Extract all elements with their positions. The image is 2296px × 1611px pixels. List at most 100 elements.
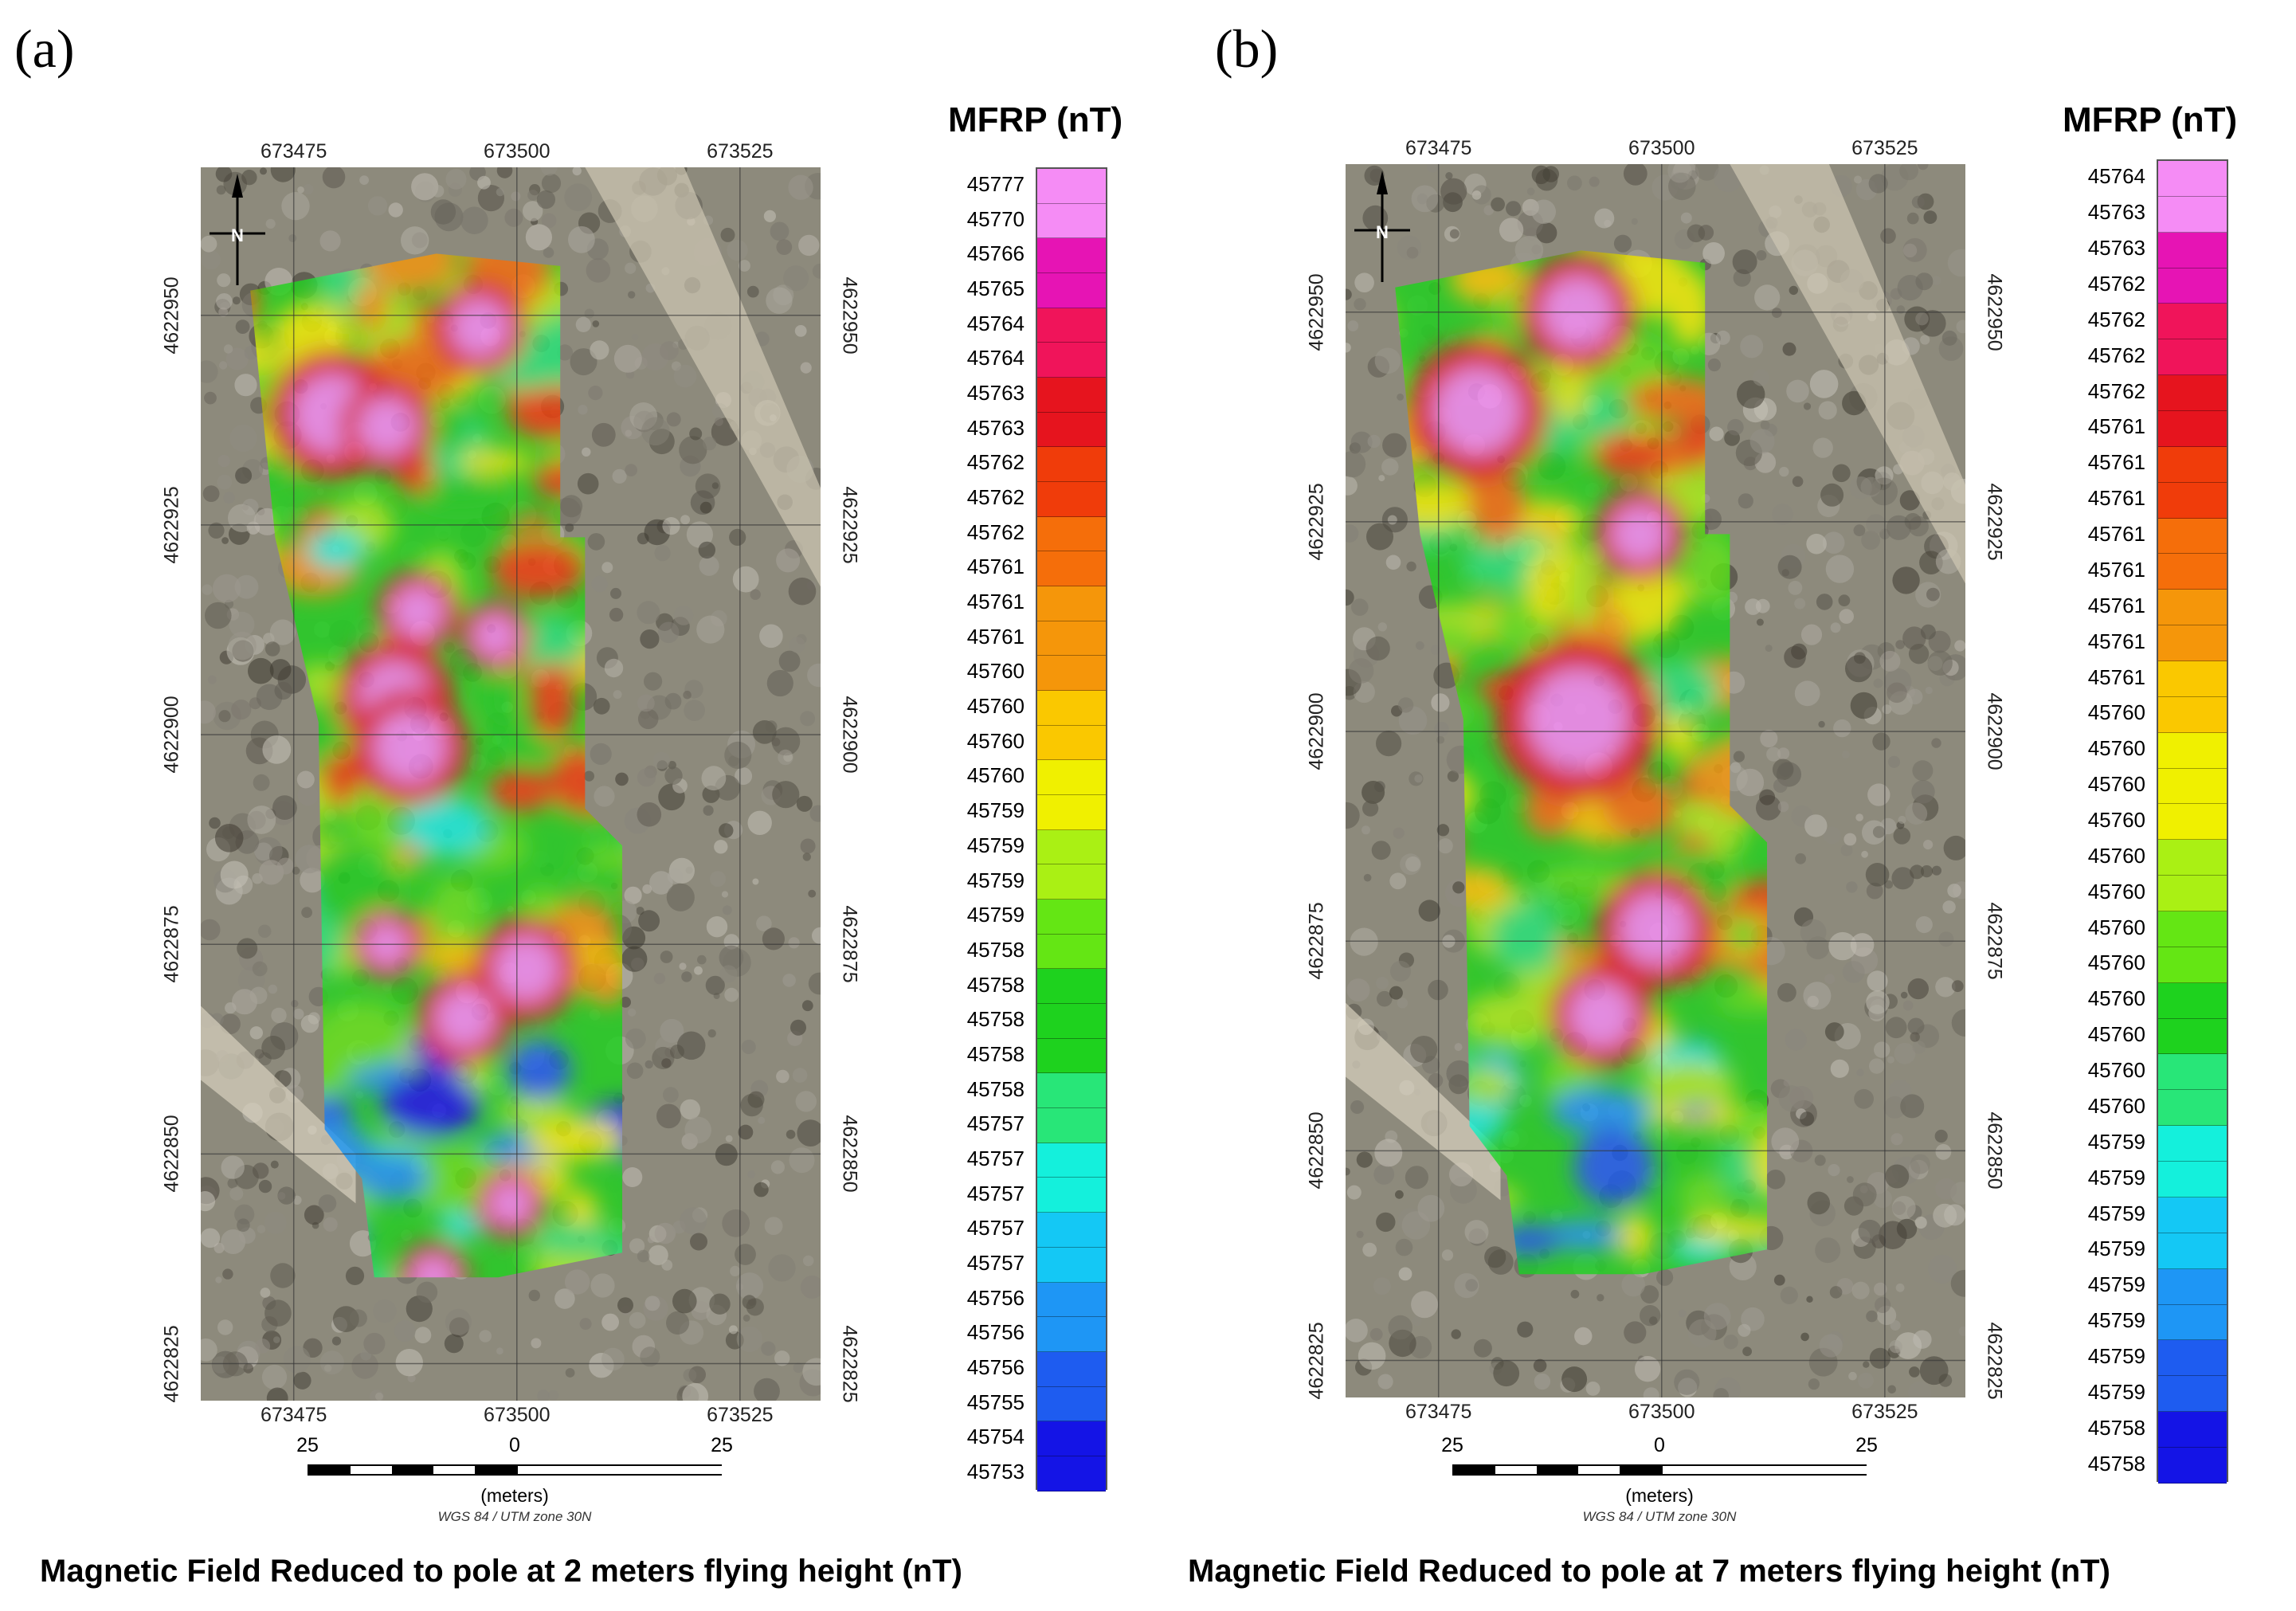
terrain-texture	[584, 308, 594, 319]
terrain-texture	[1792, 476, 1804, 488]
terrain-texture	[789, 1147, 815, 1174]
terrain-texture	[1854, 1088, 1874, 1109]
terrain-texture	[774, 1350, 790, 1366]
terrain-texture	[1631, 218, 1638, 225]
terrain-texture	[1678, 1309, 1687, 1318]
y-tick-left: 4622825	[1305, 1321, 1328, 1400]
anomaly-patch	[460, 449, 531, 475]
y-tick-right: 4622850	[1983, 1111, 2006, 1190]
terrain-texture	[742, 1315, 750, 1322]
legend-label: 45762	[966, 485, 1025, 509]
terrain-texture	[1913, 1330, 1932, 1349]
terrain-texture	[235, 319, 250, 334]
terrain-texture	[1875, 1296, 1891, 1313]
terrain-texture	[253, 1162, 269, 1179]
terrain-texture	[1749, 429, 1775, 454]
anomaly-patch	[1626, 378, 1730, 423]
x-tick-top: 673525	[707, 140, 774, 163]
terrain-texture	[1794, 680, 1820, 707]
map-view[interactable]	[201, 167, 821, 1401]
terrain-texture	[1740, 335, 1764, 359]
terrain-texture	[1885, 1017, 1907, 1039]
terrain-texture	[723, 934, 739, 950]
terrain-texture	[1348, 658, 1374, 684]
terrain-texture	[591, 422, 616, 447]
legend-swatch	[1037, 795, 1106, 830]
terrain-texture	[1400, 853, 1421, 876]
anomaly-patch	[1490, 903, 1563, 974]
terrain-texture	[266, 1387, 288, 1401]
terrain-texture	[254, 837, 283, 866]
terrain-texture	[237, 938, 258, 959]
scale-left-label: 25	[1441, 1434, 1463, 1456]
terrain-texture	[1814, 1154, 1826, 1166]
terrain-texture	[324, 1364, 332, 1372]
terrain-texture	[212, 574, 241, 603]
terrain-texture	[1738, 1323, 1751, 1337]
anomaly-hotspot	[489, 1182, 532, 1225]
terrain-texture	[1640, 1285, 1659, 1304]
map-view[interactable]	[1346, 164, 1965, 1397]
terrain-texture	[231, 700, 252, 720]
terrain-texture	[1894, 1042, 1916, 1064]
legend-label: 45753	[966, 1460, 1025, 1484]
terrain-texture	[363, 1332, 386, 1355]
terrain-texture	[1377, 990, 1393, 1007]
legend-swatch	[2158, 446, 2227, 483]
terrain-texture	[802, 853, 811, 861]
legend-label: 45760	[966, 763, 1025, 788]
terrain-texture	[656, 1103, 681, 1129]
terrain-texture	[564, 183, 593, 212]
terrain-texture	[1376, 1212, 1396, 1233]
terrain-texture	[220, 860, 249, 889]
terrain-texture	[1346, 450, 1366, 478]
figure-caption: Magnetic Field Reduced to pole at 7 mete…	[1188, 1554, 2110, 1589]
anomaly-hotspot	[494, 936, 558, 1001]
terrain-texture	[1447, 770, 1459, 782]
terrain-texture	[625, 429, 633, 437]
terrain-texture	[759, 624, 783, 649]
terrain-texture	[270, 167, 296, 182]
terrain-texture	[644, 672, 663, 691]
panel-b: (b) N 673475 673500 673525 673475 673500 6735…	[1148, 0, 2296, 1611]
terrain-texture	[1362, 825, 1370, 835]
terrain-texture	[709, 1293, 731, 1315]
legend-label: 45761	[966, 590, 1025, 614]
terrain-texture	[657, 621, 680, 644]
terrain-texture	[234, 1204, 255, 1225]
terrain-texture	[300, 868, 325, 893]
terrain-texture	[1839, 609, 1854, 624]
terrain-texture	[754, 1378, 780, 1401]
terrain-texture	[1570, 1289, 1580, 1299]
anomaly-patch	[306, 530, 365, 570]
terrain-texture	[660, 341, 679, 360]
legend-label: 45761	[966, 555, 1025, 579]
legend-swatch	[2158, 911, 2227, 947]
legend-swatch	[2158, 876, 2227, 912]
terrain-texture	[1861, 850, 1868, 858]
terrain-texture	[809, 805, 821, 822]
anomaly-patch	[483, 668, 520, 730]
terrain-texture	[445, 168, 467, 190]
terrain-texture	[770, 221, 789, 241]
y-tick-right: 4622950	[838, 276, 861, 355]
terrain-texture	[1772, 504, 1793, 525]
terrain-texture	[1853, 524, 1866, 537]
terrain-texture	[253, 774, 270, 791]
terrain-texture	[796, 795, 813, 812]
terrain-texture	[776, 1069, 789, 1084]
legend-swatch	[2158, 268, 2227, 304]
terrain-texture	[1374, 1139, 1403, 1167]
terrain-texture	[1947, 249, 1965, 277]
terrain-texture	[297, 186, 304, 194]
terrain-texture	[788, 937, 800, 949]
terrain-texture	[1838, 594, 1851, 607]
panel-letter: (b)	[1215, 18, 1279, 79]
terrain-texture	[1915, 272, 1934, 291]
terrain-texture	[637, 768, 656, 787]
terrain-texture	[1891, 1196, 1916, 1220]
anomaly-patch	[1535, 512, 1571, 537]
legend-swatch	[2158, 1304, 2227, 1341]
terrain-texture	[1800, 624, 1823, 645]
legend-label: 45760	[2087, 772, 2145, 797]
